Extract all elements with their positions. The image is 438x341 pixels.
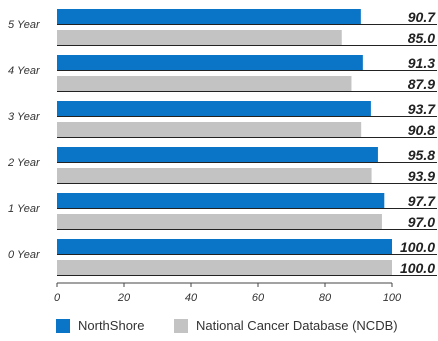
x-tick-label-100: 100 [383,292,402,304]
category-label-1-year: 1 Year [8,203,41,215]
category-label-3-year: 3 Year [8,111,41,123]
value-label-ncdb-3-year: 90.8 [408,122,435,138]
value-label-ncdb-2-year: 93.9 [408,168,435,184]
category-label-layer: 5 Year 4 Year 3 Year 2 Year 1 Year 0 Year [7,19,41,261]
bar-northshore-4-year [57,55,363,70]
value-label-ncdb-4-year: 87.9 [408,76,435,92]
legend-swatch-northshore [56,318,70,333]
value-label-ncdb-1-year: 97.0 [408,214,435,230]
value-label-northshore-0-year: 100.0 [400,239,435,255]
bar-northshore-3-year [57,101,371,116]
bar-ncdb-0-year [57,260,392,275]
value-label-ncdb-0-year: 100.0 [400,260,435,276]
legend-item-ncdb: National Cancer Database (NCDB) [174,318,398,333]
value-label-layer: 90.7 85.0 91.3 87.9 93.7 90.8 95.8 93.9 97.7 97.0… [400,9,436,276]
x-tick-label-20: 20 [117,292,131,304]
legend-label-ncdb: National Cancer Database (NCDB) [196,318,398,333]
legend-label-northshore: NorthShore [78,318,145,333]
bar-northshore-0-year [57,239,392,254]
x-tick-label-0: 0 [54,292,61,304]
legend-swatch-ncdb [174,318,188,333]
legend: NorthShore National Cancer Database (NCD… [0,318,438,338]
x-tick-label-80: 80 [319,292,332,304]
value-label-northshore-1-year: 97.7 [408,193,436,209]
category-label-0-year: 0 Year [8,249,41,261]
bar-northshore-1-year [57,193,385,208]
value-label-northshore-2-year: 95.8 [408,147,435,163]
bar-northshore-2-year [57,147,378,162]
bar-ncdb-2-year [57,168,372,183]
legend-item-northshore: NorthShore [56,318,144,333]
bar-layer [57,9,437,276]
category-label-2-year: 2 Year [7,157,41,169]
value-label-ncdb-5-year: 85.0 [408,30,435,46]
value-label-northshore-3-year: 93.7 [408,101,436,117]
value-label-northshore-5-year: 90.7 [408,9,436,25]
category-label-4-year: 4 Year [8,65,41,77]
category-label-5-year: 5 Year [8,19,41,31]
bar-ncdb-4-year [57,76,352,91]
x-tick-label-60: 60 [252,292,265,304]
value-label-northshore-4-year: 91.3 [408,55,435,71]
bar-ncdb-3-year [57,122,362,137]
bar-ncdb-5-year [57,30,342,45]
bar-northshore-5-year [57,9,361,24]
bar-ncdb-1-year [57,214,382,229]
x-tick-label-40: 40 [185,292,198,304]
x-axis: 0 20 40 60 80 100 [54,282,402,304]
